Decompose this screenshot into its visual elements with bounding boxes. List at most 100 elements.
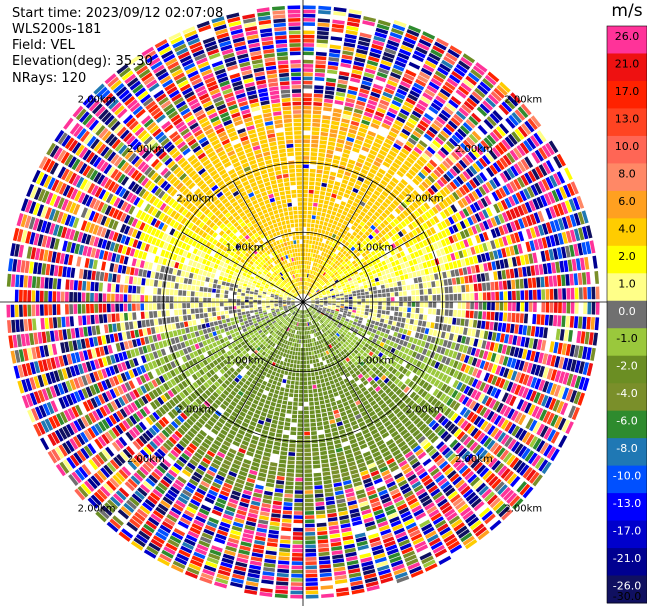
radar-gate	[333, 409, 339, 415]
radar-gate	[497, 249, 503, 259]
radar-gate	[384, 233, 390, 240]
radar-gate	[328, 393, 334, 399]
radar-gate	[433, 98, 444, 108]
radar-gate	[414, 127, 425, 135]
radar-gate	[352, 367, 358, 373]
radar-gate	[549, 206, 557, 219]
radar-gate	[398, 291, 403, 297]
radar-gate	[448, 154, 457, 164]
radar-gate	[456, 352, 462, 361]
radar-gate	[472, 368, 479, 377]
radar-gate	[464, 470, 475, 481]
radar-gate	[357, 224, 363, 230]
radar-gate	[394, 271, 400, 277]
radar-gate	[404, 348, 410, 354]
radar-gate	[538, 164, 548, 177]
radar-gate	[373, 294, 378, 298]
radar-gate	[394, 158, 403, 166]
radar-gate	[299, 389, 303, 394]
radar-gate	[397, 281, 402, 286]
radar-gate	[477, 199, 485, 210]
radar-gate	[554, 384, 562, 397]
radar-gate	[304, 431, 310, 436]
radar-gate	[326, 209, 332, 215]
radar-gate	[475, 482, 487, 493]
radar-gate	[464, 195, 472, 205]
radar-gate	[332, 269, 337, 274]
radar-gate	[341, 54, 353, 60]
radar-gate	[438, 338, 444, 346]
radar-gate	[445, 196, 453, 205]
radar-gate	[519, 142, 530, 154]
radar-gate	[422, 262, 428, 269]
radar-gate	[530, 326, 536, 337]
radar-gate	[297, 423, 303, 427]
radar-gate	[317, 273, 321, 278]
radar-gate	[324, 488, 333, 493]
radar-gate	[418, 99, 429, 108]
radar-gate	[558, 435, 568, 448]
radar-gate	[317, 292, 322, 295]
radar-gate	[311, 303, 315, 305]
radar-gate	[505, 246, 511, 257]
radar-gate	[366, 268, 371, 273]
radar-gate	[483, 372, 490, 382]
radar-gate	[465, 181, 474, 191]
radar-gate	[385, 398, 393, 405]
radar-gate	[308, 393, 313, 398]
radar-gate	[317, 165, 324, 170]
radar-gate	[325, 263, 330, 268]
radar-gate	[364, 68, 376, 75]
radar-gate	[408, 153, 418, 162]
radar-gate	[380, 243, 387, 249]
radar-gate	[322, 293, 327, 296]
radar-gate	[346, 313, 351, 317]
radar-gate	[548, 314, 554, 326]
radar-gate	[315, 282, 319, 286]
radar-gate	[460, 420, 469, 430]
radar-gate	[440, 146, 450, 156]
radar-gate	[407, 247, 413, 254]
radar-gate	[310, 289, 314, 293]
radar-gate	[456, 371, 463, 381]
radar-gate	[293, 402, 298, 406]
radar-gate	[320, 455, 328, 460]
radar-gate	[287, 405, 293, 410]
radar-gate	[397, 223, 404, 230]
radar-gate	[315, 288, 319, 292]
radar-gate	[303, 76, 313, 81]
radar-gate	[457, 310, 462, 318]
radar-gate	[315, 413, 322, 418]
radar-gate	[403, 302, 407, 307]
radar-gate	[331, 309, 335, 312]
radar-gate	[426, 260, 432, 268]
radar-gate	[478, 349, 485, 359]
radar-gate	[396, 410, 404, 418]
radar-gate	[507, 438, 517, 450]
radar-gate	[327, 277, 332, 281]
radar-gate	[384, 138, 394, 146]
radar-gate	[359, 361, 365, 367]
radar-gate	[402, 256, 408, 262]
radar-gate	[342, 268, 347, 273]
radar-gate	[309, 307, 313, 310]
radar-gate	[305, 273, 308, 278]
radar-gate	[591, 286, 596, 300]
radar-gate	[537, 393, 545, 406]
radar-gate	[401, 236, 407, 243]
radar-gate	[357, 304, 361, 308]
radar-gate	[371, 238, 377, 244]
radar-gate	[410, 252, 416, 259]
radar-gate	[268, 470, 277, 475]
radar-gate	[438, 201, 446, 210]
radar-gate	[428, 126, 438, 135]
radar-gate	[436, 179, 445, 188]
radar-gate	[510, 410, 519, 422]
radar-gate	[311, 351, 315, 355]
radar-gate	[549, 235, 556, 247]
radar-gate	[524, 201, 533, 213]
radar-gate	[358, 230, 364, 237]
radar-gate	[542, 411, 551, 423]
radar-gate	[349, 234, 355, 240]
radar-gate	[415, 448, 424, 457]
